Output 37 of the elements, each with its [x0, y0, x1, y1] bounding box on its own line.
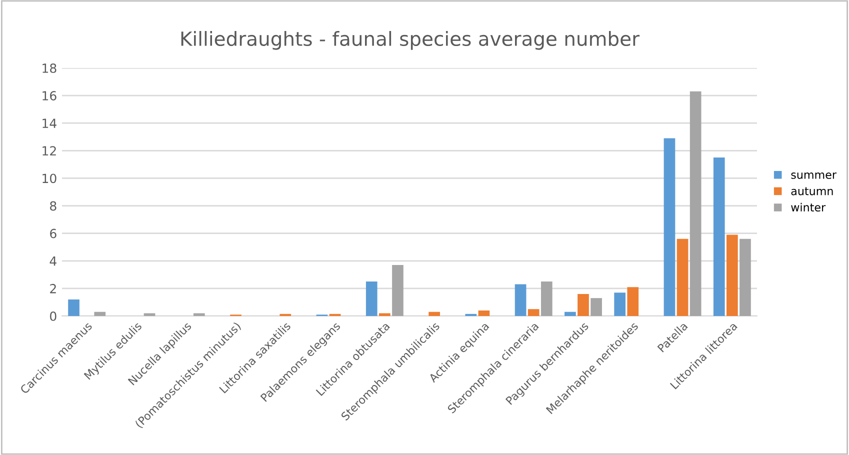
- bar: [614, 292, 626, 316]
- bar: [193, 313, 205, 316]
- bar: [627, 287, 639, 316]
- y-tick-label: 14: [42, 118, 56, 128]
- bar: [379, 313, 390, 316]
- bar: [428, 312, 440, 316]
- legend-label: summer: [791, 172, 836, 179]
- bar: [68, 299, 80, 316]
- bar: [690, 91, 702, 316]
- bar: [713, 158, 725, 316]
- bar: [392, 265, 404, 316]
- y-tick-label: 18: [42, 63, 56, 73]
- bar: [664, 138, 676, 316]
- bar: [514, 284, 526, 316]
- y-tick-label: 12: [42, 146, 56, 156]
- y-tick-label: 10: [42, 174, 56, 184]
- y-tick-label: 2: [50, 284, 56, 294]
- bar: [564, 312, 576, 316]
- y-tick-label: 6: [50, 228, 56, 238]
- y-tick-label: 4: [50, 256, 56, 266]
- bar: [578, 294, 589, 316]
- y-tick-label: 8: [50, 201, 56, 211]
- bar: [366, 282, 378, 316]
- bar: [740, 238, 751, 316]
- bar: [478, 310, 490, 316]
- legend-label: winter: [791, 202, 826, 212]
- bar: [540, 282, 552, 316]
- bar: [528, 309, 540, 316]
- bar: [144, 313, 156, 316]
- bar: [726, 234, 738, 316]
- y-tick-label: 16: [42, 91, 56, 100]
- chart-title: Killiedraughts - faunal species average number: [181, 31, 640, 50]
- bar: [94, 312, 106, 316]
- bar: [676, 238, 688, 316]
- legend-label: autumn: [791, 187, 833, 196]
- y-tick-label: 0: [50, 311, 56, 321]
- bar: [590, 298, 602, 316]
